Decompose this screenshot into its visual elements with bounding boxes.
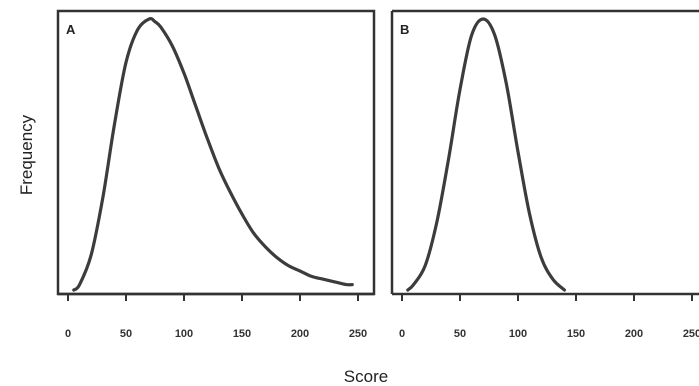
panel-b-x-tick-label: 0	[399, 328, 405, 340]
panel-b-ticks: 0 50 100 150 200 250	[399, 294, 699, 340]
panel-a-x-tick-label: 250	[349, 328, 367, 340]
panel-b-x-tick-label: 250	[683, 328, 699, 340]
panel-b-label: B	[400, 22, 409, 37]
panel-a-series-line	[72, 17, 354, 292]
panel-b-x-tick-label: 100	[509, 328, 527, 340]
panel-b-series-line	[406, 17, 566, 292]
panel-a-x-tick-label: 100	[175, 328, 193, 340]
y-axis-title: Frequency	[17, 114, 36, 195]
panel-b-x-tick-label: 50	[454, 328, 466, 340]
panel-a-label: A	[66, 22, 76, 37]
panel-a-frame	[56, 9, 376, 296]
panel-b-x-tick-label: 200	[625, 328, 643, 340]
panel-b-x-tick-label: 150	[567, 328, 585, 340]
panel-a-x-tick-label: 50	[120, 328, 132, 340]
panel-a-x-tick-label: 200	[291, 328, 309, 340]
x-axis-title: Score	[344, 367, 388, 386]
panel-b: B 0 50 100 150 200 250	[390, 9, 699, 340]
panel-a-ticks: 0 50 100 150 200 250	[65, 294, 367, 340]
panel-a-x-tick-label: 150	[233, 328, 251, 340]
panel-a-x-tick-label: 0	[65, 328, 71, 340]
panel-a: A 0 50 100 150 200 250	[56, 9, 376, 340]
